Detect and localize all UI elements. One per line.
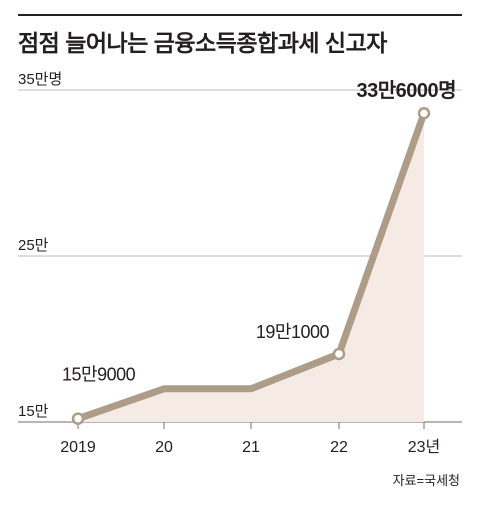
y-tick-label: 15만 bbox=[18, 403, 49, 420]
x-tick-label: 21 bbox=[242, 439, 260, 456]
x-tick-layer: 2019 20 21 22 23년 bbox=[60, 422, 440, 456]
label-layer: 15만9000 19만1000 33만6000명 bbox=[62, 79, 457, 385]
data-label: 19만1000 bbox=[256, 322, 330, 342]
data-label: 33만6000명 bbox=[356, 79, 456, 102]
line-layer bbox=[74, 109, 428, 423]
chart-title: 점점 늘어나는 금융소득종합과세 신고자 bbox=[18, 30, 387, 56]
marker-layer bbox=[71, 106, 431, 425]
area-layer bbox=[78, 113, 424, 423]
area-fill bbox=[78, 113, 424, 423]
y-tick-label: 25만 bbox=[18, 237, 49, 254]
x-tick-label: 20 bbox=[155, 439, 173, 456]
y-tick-label: 35만명 bbox=[18, 71, 62, 88]
data-point-marker bbox=[71, 412, 85, 425]
data-point-marker bbox=[332, 347, 346, 361]
x-tick-label: 22 bbox=[330, 439, 348, 456]
data-point-marker bbox=[417, 106, 431, 120]
series-line bbox=[74, 109, 428, 423]
x-tick-label: 2019 bbox=[60, 439, 96, 456]
top-rule bbox=[18, 14, 462, 16]
source-note: 자료=국세청 bbox=[392, 473, 460, 488]
x-tick-label: 23년 bbox=[408, 438, 441, 456]
data-label: 15만9000 bbox=[62, 365, 136, 385]
